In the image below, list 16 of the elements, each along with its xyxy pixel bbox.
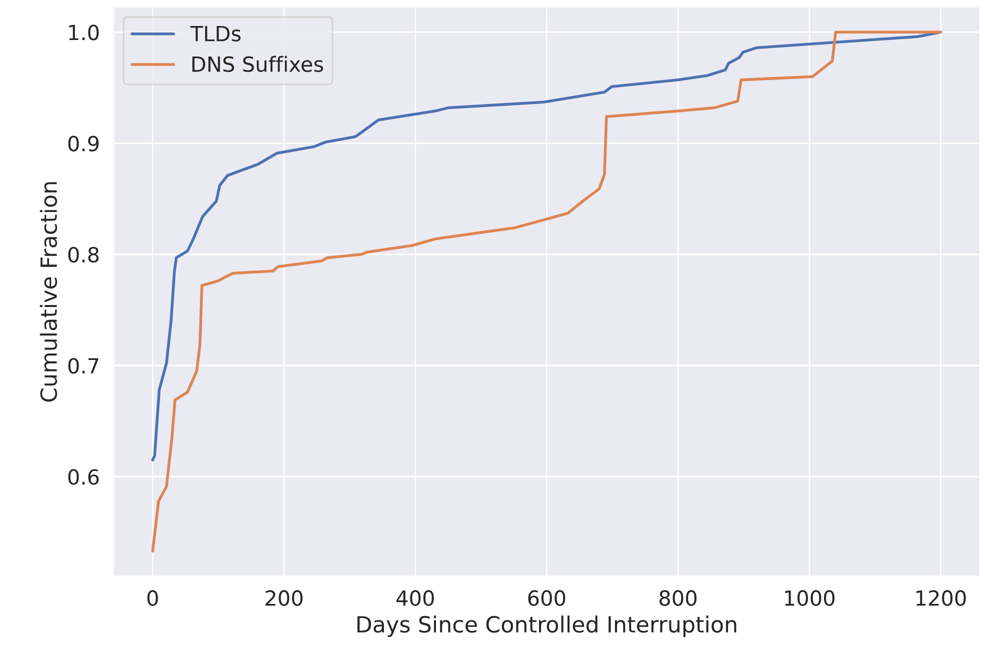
y-tick-label: 1.0	[69, 24, 99, 40]
x-tick-label: 0	[147, 590, 158, 606]
legend-label: TLDs	[190, 26, 241, 42]
x-tick-label: 400	[396, 590, 434, 606]
x-tick-label: 800	[660, 590, 697, 606]
y-axis-title: Cumulative Fraction	[40, 182, 58, 402]
x-tick-label: 1200	[916, 590, 966, 606]
x-axis-title: Days Since Controlled Interruption	[357, 616, 736, 638]
x-tick-label: 1000	[785, 590, 834, 606]
y-tick-label: 0.6	[68, 469, 99, 485]
y-tick-label: 0.8	[68, 246, 99, 263]
legend-label: DNS Suffixes	[192, 56, 324, 72]
x-tick-label: 200	[266, 590, 303, 606]
y-tick-label: 0.7	[68, 358, 98, 374]
y-tick-label: 0.9	[68, 136, 99, 152]
x-tick-label: 600	[528, 590, 566, 606]
